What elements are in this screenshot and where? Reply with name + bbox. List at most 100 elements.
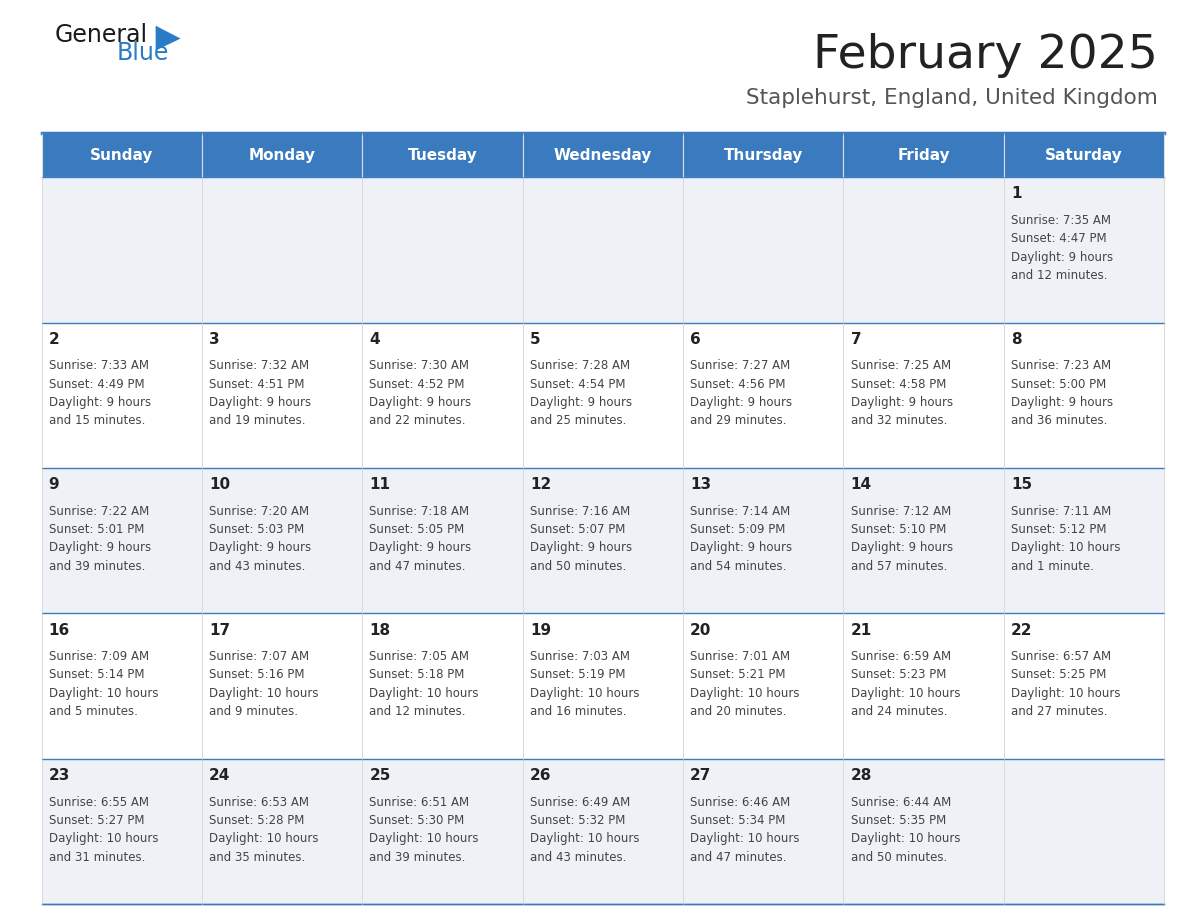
Text: Sunset: 5:03 PM: Sunset: 5:03 PM — [209, 523, 304, 536]
Text: Daylight: 9 hours: Daylight: 9 hours — [1011, 251, 1113, 263]
Text: Daylight: 9 hours: Daylight: 9 hours — [49, 542, 151, 554]
Text: 17: 17 — [209, 622, 230, 638]
Text: Sunrise: 7:33 AM: Sunrise: 7:33 AM — [49, 359, 148, 373]
Text: Sunrise: 7:23 AM: Sunrise: 7:23 AM — [1011, 359, 1111, 373]
Text: Sunrise: 7:07 AM: Sunrise: 7:07 AM — [209, 650, 309, 663]
Text: 7: 7 — [851, 331, 861, 347]
Text: and 12 minutes.: and 12 minutes. — [1011, 269, 1107, 282]
Text: Saturday: Saturday — [1045, 148, 1123, 162]
Text: Sunrise: 6:55 AM: Sunrise: 6:55 AM — [49, 796, 148, 809]
Text: Thursday: Thursday — [723, 148, 803, 162]
Text: Sunrise: 6:49 AM: Sunrise: 6:49 AM — [530, 796, 630, 809]
Text: and 35 minutes.: and 35 minutes. — [209, 851, 305, 864]
Text: Sunset: 5:30 PM: Sunset: 5:30 PM — [369, 814, 465, 827]
Text: Sunset: 5:27 PM: Sunset: 5:27 PM — [49, 814, 144, 827]
Text: Daylight: 9 hours: Daylight: 9 hours — [369, 396, 472, 409]
Text: and 57 minutes.: and 57 minutes. — [851, 560, 947, 573]
Text: Daylight: 10 hours: Daylight: 10 hours — [690, 833, 800, 845]
Text: Sunset: 5:12 PM: Sunset: 5:12 PM — [1011, 523, 1106, 536]
Text: Daylight: 10 hours: Daylight: 10 hours — [851, 687, 960, 700]
Text: Sunset: 5:21 PM: Sunset: 5:21 PM — [690, 668, 785, 681]
Text: and 12 minutes.: and 12 minutes. — [369, 705, 466, 718]
Text: Sunset: 5:23 PM: Sunset: 5:23 PM — [851, 668, 946, 681]
Text: Sunrise: 7:03 AM: Sunrise: 7:03 AM — [530, 650, 630, 663]
Text: Sunrise: 7:01 AM: Sunrise: 7:01 AM — [690, 650, 790, 663]
Text: Sunset: 4:58 PM: Sunset: 4:58 PM — [851, 377, 946, 391]
Text: and 39 minutes.: and 39 minutes. — [369, 851, 466, 864]
Text: Sunset: 5:19 PM: Sunset: 5:19 PM — [530, 668, 625, 681]
Text: Wednesday: Wednesday — [554, 148, 652, 162]
Text: February 2025: February 2025 — [814, 32, 1158, 78]
Text: Sunrise: 6:51 AM: Sunrise: 6:51 AM — [369, 796, 469, 809]
Text: Sunrise: 7:20 AM: Sunrise: 7:20 AM — [209, 505, 309, 518]
Text: 24: 24 — [209, 768, 230, 783]
Text: Daylight: 9 hours: Daylight: 9 hours — [690, 542, 792, 554]
Text: Sunrise: 7:28 AM: Sunrise: 7:28 AM — [530, 359, 630, 373]
Text: Sunrise: 7:30 AM: Sunrise: 7:30 AM — [369, 359, 469, 373]
Text: Daylight: 10 hours: Daylight: 10 hours — [530, 687, 639, 700]
Text: Sunrise: 7:25 AM: Sunrise: 7:25 AM — [851, 359, 950, 373]
Text: Sunrise: 7:32 AM: Sunrise: 7:32 AM — [209, 359, 309, 373]
Text: 26: 26 — [530, 768, 551, 783]
Text: and 36 minutes.: and 36 minutes. — [1011, 414, 1107, 428]
Text: 16: 16 — [49, 622, 70, 638]
Text: Sunrise: 7:05 AM: Sunrise: 7:05 AM — [369, 650, 469, 663]
Text: Daylight: 9 hours: Daylight: 9 hours — [851, 396, 953, 409]
Text: Daylight: 10 hours: Daylight: 10 hours — [49, 833, 158, 845]
Text: and 43 minutes.: and 43 minutes. — [209, 560, 305, 573]
Text: Daylight: 10 hours: Daylight: 10 hours — [1011, 542, 1120, 554]
Text: 23: 23 — [49, 768, 70, 783]
Text: Sunrise: 7:22 AM: Sunrise: 7:22 AM — [49, 505, 148, 518]
Text: 2: 2 — [49, 331, 59, 347]
Text: Daylight: 10 hours: Daylight: 10 hours — [369, 687, 479, 700]
Text: and 31 minutes.: and 31 minutes. — [49, 851, 145, 864]
Text: Daylight: 10 hours: Daylight: 10 hours — [690, 687, 800, 700]
Text: 1: 1 — [1011, 186, 1022, 201]
Text: Daylight: 9 hours: Daylight: 9 hours — [851, 542, 953, 554]
Text: Daylight: 10 hours: Daylight: 10 hours — [1011, 687, 1120, 700]
Text: and 25 minutes.: and 25 minutes. — [530, 414, 626, 428]
Text: Sunrise: 7:16 AM: Sunrise: 7:16 AM — [530, 505, 630, 518]
Text: Sunset: 5:14 PM: Sunset: 5:14 PM — [49, 668, 144, 681]
Text: Sunrise: 7:27 AM: Sunrise: 7:27 AM — [690, 359, 790, 373]
Text: Sunset: 4:56 PM: Sunset: 4:56 PM — [690, 377, 785, 391]
Text: 4: 4 — [369, 331, 380, 347]
Text: 11: 11 — [369, 477, 391, 492]
Text: Sunday: Sunday — [90, 148, 153, 162]
Text: Daylight: 9 hours: Daylight: 9 hours — [49, 396, 151, 409]
Text: and 20 minutes.: and 20 minutes. — [690, 705, 786, 718]
Text: 21: 21 — [851, 622, 872, 638]
Text: Blue: Blue — [116, 41, 169, 65]
Text: 19: 19 — [530, 622, 551, 638]
Text: Sunset: 4:47 PM: Sunset: 4:47 PM — [1011, 232, 1106, 245]
Text: Sunset: 4:52 PM: Sunset: 4:52 PM — [369, 377, 465, 391]
Text: Sunset: 5:10 PM: Sunset: 5:10 PM — [851, 523, 946, 536]
Text: 14: 14 — [851, 477, 872, 492]
Text: 3: 3 — [209, 331, 220, 347]
Text: Sunrise: 7:18 AM: Sunrise: 7:18 AM — [369, 505, 469, 518]
Text: Tuesday: Tuesday — [407, 148, 478, 162]
Text: Friday: Friday — [897, 148, 950, 162]
Text: 10: 10 — [209, 477, 230, 492]
Text: and 47 minutes.: and 47 minutes. — [369, 560, 466, 573]
Text: Daylight: 9 hours: Daylight: 9 hours — [209, 396, 311, 409]
Text: Daylight: 9 hours: Daylight: 9 hours — [369, 542, 472, 554]
Text: Sunset: 5:32 PM: Sunset: 5:32 PM — [530, 814, 625, 827]
Text: 8: 8 — [1011, 331, 1022, 347]
Text: Sunset: 4:49 PM: Sunset: 4:49 PM — [49, 377, 144, 391]
Text: Sunrise: 6:44 AM: Sunrise: 6:44 AM — [851, 796, 950, 809]
Text: Sunrise: 6:57 AM: Sunrise: 6:57 AM — [1011, 650, 1111, 663]
Text: 28: 28 — [851, 768, 872, 783]
Text: Sunset: 5:05 PM: Sunset: 5:05 PM — [369, 523, 465, 536]
Text: 25: 25 — [369, 768, 391, 783]
Text: and 16 minutes.: and 16 minutes. — [530, 705, 626, 718]
Text: and 39 minutes.: and 39 minutes. — [49, 560, 145, 573]
Text: Sunset: 5:01 PM: Sunset: 5:01 PM — [49, 523, 144, 536]
Text: 20: 20 — [690, 622, 712, 638]
Text: and 24 minutes.: and 24 minutes. — [851, 705, 947, 718]
Text: and 29 minutes.: and 29 minutes. — [690, 414, 786, 428]
Text: Sunset: 5:35 PM: Sunset: 5:35 PM — [851, 814, 946, 827]
Text: 22: 22 — [1011, 622, 1032, 638]
Text: and 5 minutes.: and 5 minutes. — [49, 705, 138, 718]
Text: 15: 15 — [1011, 477, 1032, 492]
